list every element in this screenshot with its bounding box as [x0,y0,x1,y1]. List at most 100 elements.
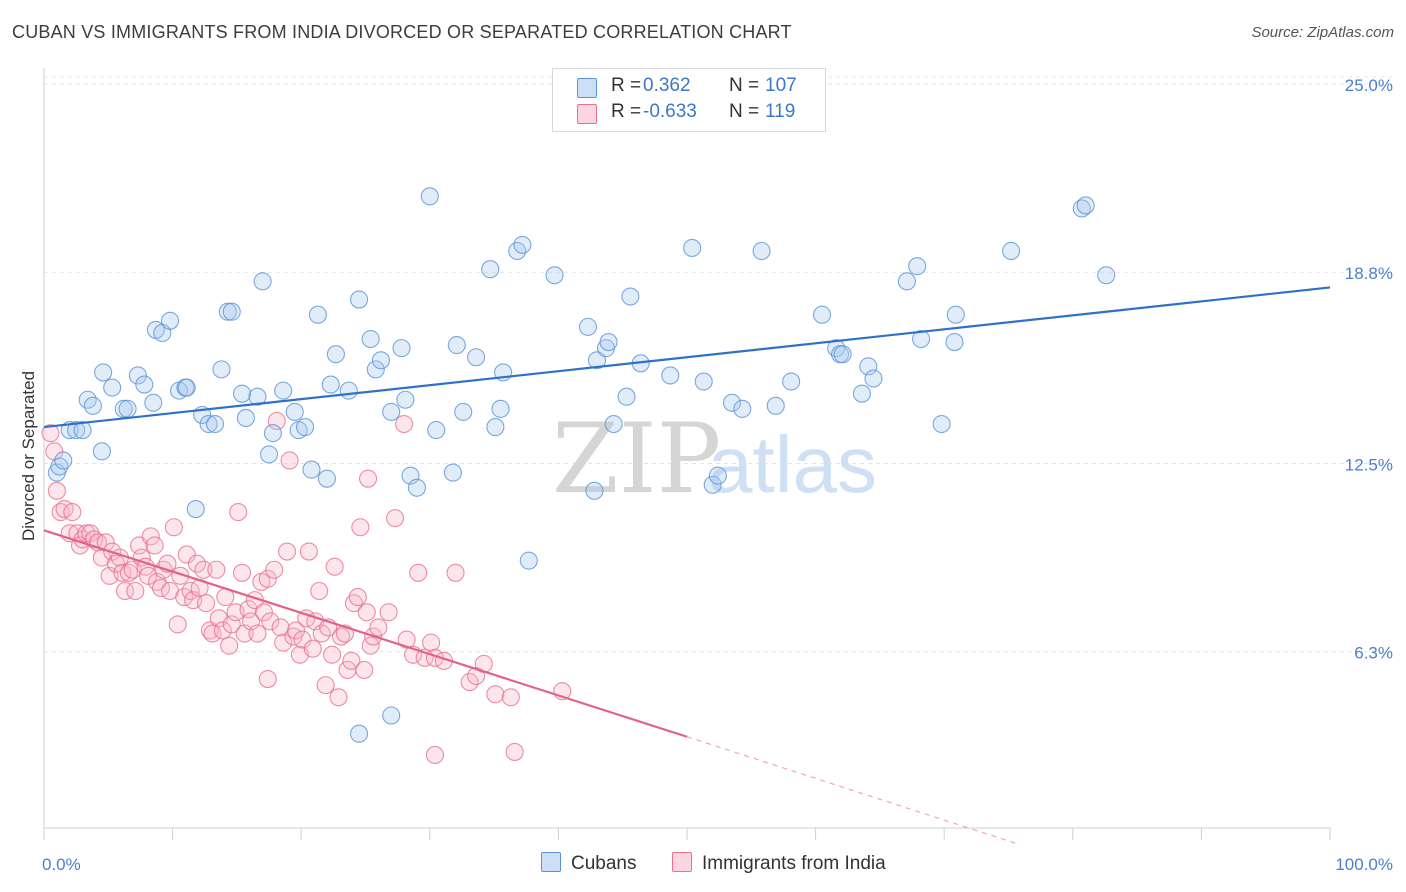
cubans-trend-line [43,286,1331,429]
india-point [280,451,299,470]
cuban-point [617,387,636,406]
india-point [177,545,196,564]
cuban-point [897,272,916,291]
cuban-point [160,311,180,330]
cuban-point [54,451,73,470]
cuban-point [443,463,462,482]
cuban-point [932,414,951,434]
india-point [139,566,158,585]
india-point [203,624,222,643]
india-point [41,424,60,443]
cuban-points [47,187,1116,743]
cuban-point [212,360,231,379]
source-label: Source: ZipAtlas.com [1251,24,1394,41]
cuban-point [274,381,293,400]
india-point [164,518,183,537]
india-point [258,670,277,689]
india-point [395,414,414,434]
india-point [351,518,370,537]
india-point [254,603,273,622]
x-tick-label: 100.0% [1335,855,1393,874]
india-point [409,563,428,582]
cuban-point [481,260,500,279]
cuban-point [350,724,369,743]
india-point [196,594,216,613]
india-point [325,557,344,576]
india-point [63,503,82,522]
cuban-point [177,378,196,397]
cuban-point [285,402,304,421]
india-point [379,603,398,622]
cuban-point [73,421,92,440]
cuban-point [752,241,771,261]
cuban-point [366,360,385,379]
cuban-point [396,390,415,409]
india-point [213,621,232,640]
india-point [422,633,441,652]
cuban-point [578,317,598,336]
india-point [220,636,239,655]
india-swatch [577,104,597,124]
cuban-point [420,187,439,206]
cuban-point [859,357,878,376]
india-point [287,621,306,640]
n-label: N = [729,101,760,122]
cuban-point [912,329,931,349]
india-point [258,569,277,588]
cuban-point [103,378,122,397]
cuban-point [253,272,272,291]
n-value: 119 [765,101,796,122]
cuban-point [545,266,564,285]
india-point [501,688,520,707]
axis-labels: 6.3% 12.5% 18.8% 25.0% 0.0% 100.0% Divorced or… [19,76,1393,874]
y-tick-label: 25.0% [1345,76,1393,95]
india-point [141,527,160,546]
cuban-point [218,302,237,321]
chart-title: CUBAN VS IMMIGRANTS FROM INDIA DIVORCED … [12,22,792,42]
cuban-point [92,442,111,461]
cuban-point [708,466,727,485]
cuban-point [94,363,113,382]
india-point [274,633,293,652]
r-label: R = [611,75,642,96]
india-point [168,615,187,634]
cuban-point [766,396,785,415]
cuban-point [236,408,255,428]
india-point [357,603,376,622]
cuban-point [128,366,147,385]
cuban-point [519,551,538,570]
bottom-legend-india: Immigrants from India [672,852,886,875]
cuban-point [407,478,426,497]
bottom-legend-cubans: Cubans [541,852,637,875]
cuban-point [604,414,623,434]
cuban-point [317,469,336,488]
axes [43,68,1331,840]
cuban-point [852,384,871,403]
india-point [446,563,465,582]
cuban-point [326,345,345,364]
india-point [145,536,164,555]
cuban-point [296,418,315,437]
cuban-point [683,238,702,257]
r-label: R = [611,101,642,122]
cuban-point [946,305,965,324]
india-point [267,411,286,431]
y-axis-label: Divorced or Separated [19,371,38,541]
india-trend-line [43,529,688,738]
stats-legend: R = 0.362 N = 107 R = -0.633 N = 119 [552,68,826,132]
cuban-point [812,305,832,324]
india-point [505,742,524,761]
cuban-point [135,375,154,394]
r-value: 0.362 [643,75,691,96]
india-point [369,618,388,637]
cuban-point [321,375,340,394]
cuban-point [864,369,883,388]
cuban-point [661,366,680,385]
cuban-point [1002,241,1021,261]
cuban-point [199,414,218,434]
cuban-point [447,336,466,355]
india-point [126,581,145,601]
cuban-point [60,421,79,440]
cuban-point [248,387,267,406]
cuban-point [833,345,852,364]
